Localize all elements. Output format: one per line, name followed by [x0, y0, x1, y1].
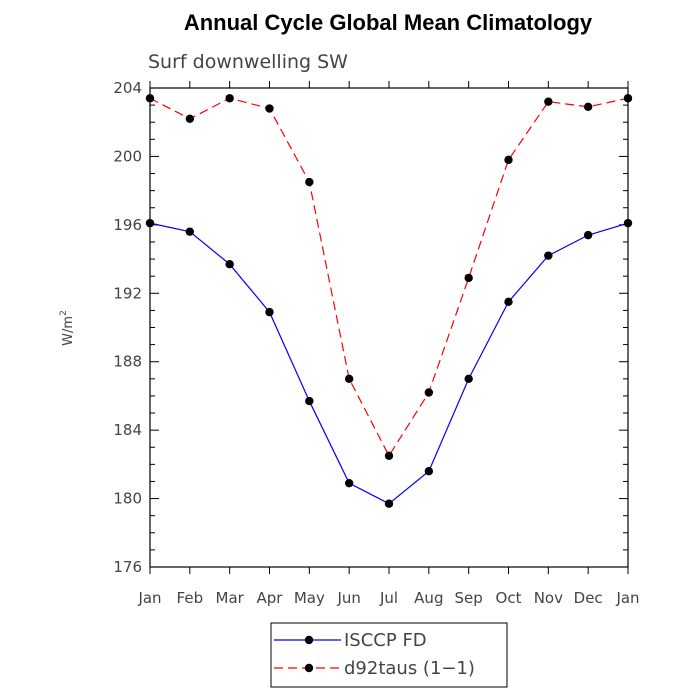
data-point — [145, 94, 155, 103]
data-point — [344, 374, 354, 384]
data-point — [185, 114, 195, 123]
x-tick-label: Apr — [257, 589, 284, 607]
x-tick-label: Jan — [137, 589, 161, 607]
data-point — [305, 177, 314, 187]
data-point — [504, 297, 513, 307]
data-point — [583, 230, 593, 240]
y-tick-label: 180 — [113, 490, 142, 508]
data-point — [384, 499, 394, 508]
y-tick-label: 196 — [113, 216, 142, 234]
data-point — [265, 307, 274, 317]
y-axis-label: W/m2 — [59, 310, 76, 346]
series-line — [149, 97, 629, 458]
y-tick-label: 200 — [113, 147, 142, 165]
y-axis-label-units: W/m — [61, 316, 76, 346]
x-tick-label: Jul — [379, 589, 398, 607]
legend: ISCCP FD d92taus (1−1) — [270, 622, 508, 688]
axis-ticks — [149, 81, 629, 574]
data-point — [344, 478, 354, 488]
x-tick-label: May — [294, 589, 325, 607]
data-point — [145, 218, 155, 228]
x-tick-label: Mar — [216, 589, 245, 607]
data-point — [225, 260, 234, 269]
data-point — [544, 97, 553, 106]
series-0 — [145, 218, 633, 508]
y-tick-label: 176 — [113, 558, 142, 576]
y-tick-label: 184 — [113, 421, 142, 439]
data-point — [504, 155, 513, 165]
x-tick-label: Sep — [455, 589, 483, 607]
y-axis-label-superscript: 2 — [59, 310, 69, 316]
data-point — [424, 467, 434, 476]
y-tick-label: 192 — [113, 284, 142, 302]
y-tick-label: 204 — [113, 79, 142, 97]
y-tick-label: 188 — [113, 353, 142, 371]
legend-marker — [304, 663, 314, 673]
x-tick-label: Aug — [414, 589, 443, 607]
x-tick-label: Jun — [336, 589, 360, 607]
data-point — [623, 218, 633, 228]
series-layer — [145, 94, 633, 508]
y-tick-labels: 176 180 184 188 192 196 200 204 — [113, 79, 142, 576]
x-tick-label: Jan — [615, 589, 639, 607]
x-tick-label: Oct — [496, 589, 522, 607]
data-point — [544, 251, 553, 260]
legend-marker — [304, 635, 314, 645]
x-tick-labels: Jan Feb Mar Apr May Jun Jul Aug Sep Oct Nov Dec Jan — [137, 589, 639, 607]
plot-frame — [149, 87, 629, 568]
data-point — [424, 388, 434, 397]
series-1 — [145, 94, 633, 461]
chart-subtitle: Surf downwelling SW — [148, 51, 348, 73]
data-point — [185, 227, 195, 236]
x-tick-label: Dec — [574, 589, 603, 607]
data-point — [225, 94, 234, 103]
legend-label: d92taus (1−1) — [344, 658, 475, 679]
data-point — [305, 396, 314, 406]
chart-title: Annual Cycle Global Mean Climatology — [184, 10, 593, 35]
x-tick-label: Feb — [177, 589, 204, 607]
data-point — [583, 102, 593, 112]
data-point — [464, 273, 473, 283]
series-line — [149, 222, 629, 505]
data-point — [464, 374, 473, 384]
x-tick-label: Nov — [534, 589, 563, 607]
data-point — [623, 94, 633, 103]
data-point — [384, 451, 394, 461]
data-point — [265, 104, 274, 113]
legend-box — [270, 622, 508, 688]
legend-label: ISCCP FD — [344, 630, 427, 651]
